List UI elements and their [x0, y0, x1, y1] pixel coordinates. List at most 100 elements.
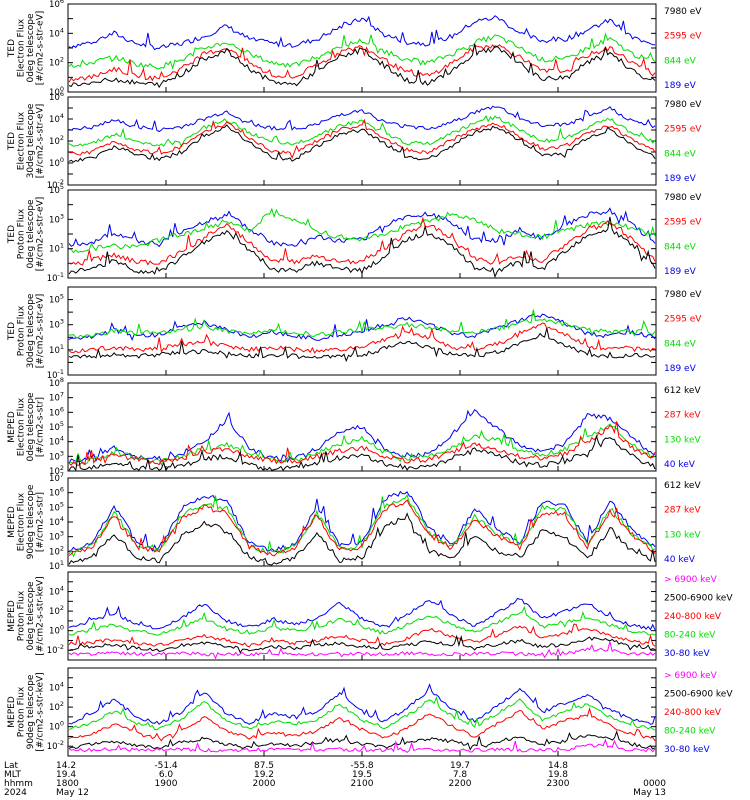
y-axis-label-line: [#/cm2-s-str]: [36, 397, 46, 457]
y-tick-exponent: 3: [60, 449, 64, 457]
y-axis-label-line: 0deg telescope: [26, 581, 36, 651]
legend-entry: 7980 eV: [664, 100, 702, 110]
y-tick-exponent: 6: [60, 486, 64, 494]
series-line: [68, 328, 656, 363]
y-tick-exponent: -2: [58, 643, 64, 651]
y-axis-label-line: TED: [7, 132, 17, 151]
x-tick-hhmm: 2000: [253, 779, 276, 789]
panel-2: 10-2 100 102 104 106 TED Electron Flux 30deg te…: [7, 90, 702, 191]
y-axis-label-line: 0deg telescope: [26, 199, 36, 269]
x-tick-mlt: 19.4: [56, 770, 76, 780]
y-tick-exponent: 1: [60, 242, 64, 250]
y-tick-label: 106: [49, 405, 64, 418]
y-tick-label: 10-1: [47, 271, 64, 284]
y-axis-label-line: Proton Flux: [17, 590, 27, 641]
series-line: [68, 216, 656, 279]
y-axis-label-line: Proton Flux: [17, 305, 27, 356]
y-tick-label: 104: [49, 585, 64, 598]
x-tick-hhmm: 0000: [643, 779, 666, 789]
panel-4: 10-1 101 103 105 TED Proton Flux 30deg telesco…: [7, 286, 702, 381]
x-tick-hhmm: 2100: [351, 779, 374, 789]
y-tick-label: 103: [49, 318, 64, 331]
x-tick-hhmm: 1900: [155, 779, 178, 789]
y-axis-label-line: TED: [7, 39, 17, 58]
y-tick-label: 102: [49, 464, 64, 477]
y-tick-exponent: 7: [60, 391, 64, 399]
y-tick-label: 102: [49, 544, 64, 557]
y-tick-label: 100: [49, 720, 64, 733]
legend-entry: 7980 eV: [664, 193, 702, 203]
y-tick-exponent: 2: [60, 464, 64, 472]
y-tick-exponent: 4: [60, 26, 64, 34]
panel-frame: [67, 477, 657, 567]
series-line: [68, 490, 656, 553]
y-tick-label: 104: [49, 435, 64, 448]
legend-entry: 189 eV: [664, 81, 697, 91]
series-line: [68, 605, 656, 636]
y-axis-label-line: TED: [7, 225, 17, 244]
y-tick-label: 103: [49, 212, 64, 225]
x-tick-lat: -55.8: [350, 761, 374, 771]
y-tick-label: 103: [49, 449, 64, 462]
legend-entry: 30-80 keV: [664, 649, 710, 659]
legend-entry: 40 keV: [664, 460, 696, 470]
x-tick-mlt: 7.8: [453, 770, 468, 780]
y-tick-exponent: 6: [60, 405, 64, 413]
x-tick-mlt: 19.8: [548, 770, 568, 780]
y-axis-label-line: [#/cm2-s-str-eV]: [36, 104, 46, 179]
y-tick-exponent: -2: [58, 739, 64, 747]
y-tick-exponent: 0: [60, 85, 64, 93]
legend-entry: 130 keV: [664, 435, 701, 445]
y-tick-label: 102: [49, 56, 64, 69]
y-tick-exponent: 2: [60, 604, 64, 612]
y-tick-exponent: 6: [60, 0, 64, 5]
y-tick-label: 105: [49, 183, 64, 196]
y-tick-exponent: 5: [60, 183, 64, 191]
legend-entry: 612 keV: [664, 481, 701, 491]
y-tick-exponent: 0: [60, 720, 64, 728]
y-tick-label: 104: [49, 112, 64, 125]
y-tick-label: 103: [49, 530, 64, 543]
y-tick-exponent: 5: [60, 500, 64, 508]
x-tick-date: May 13: [633, 788, 666, 798]
y-tick-exponent: 5: [60, 420, 64, 428]
y-tick-exponent: 5: [60, 293, 64, 301]
series-line: [68, 313, 656, 342]
panel-frame: [67, 667, 657, 757]
legend-entry: 287 keV: [664, 506, 701, 516]
series-line: [68, 32, 656, 71]
y-axis-label-line: 30deg telescope: [26, 293, 36, 368]
legend-entry: 40 keV: [664, 555, 696, 565]
y-tick-label: 101: [49, 559, 64, 572]
legend-entry: 612 keV: [664, 386, 701, 396]
series-line: [68, 15, 655, 51]
legend-entry: 189 eV: [664, 267, 697, 277]
y-tick-exponent: 4: [60, 681, 64, 689]
x-tick-hhmm: 1800: [56, 779, 79, 789]
series-line: [68, 423, 656, 466]
series-line: [68, 207, 656, 248]
series-line: [68, 421, 656, 467]
y-axis-label-line: [#/cm2-s-str-keV]: [36, 576, 46, 655]
y-tick-label: 101: [49, 343, 64, 356]
legend-entry: 2500-6900 keV: [664, 594, 733, 604]
y-tick-exponent: 4: [60, 585, 64, 593]
series-line: [68, 493, 656, 558]
y-tick-exponent: 1: [60, 559, 64, 567]
legend-entry: 287 keV: [664, 411, 701, 421]
y-tick-label: 10-2: [47, 643, 64, 656]
series-line: [68, 207, 656, 254]
y-axis-label-line: [#/cm2-s-str-keV]: [36, 672, 46, 751]
x-row-label: Lat: [4, 761, 19, 771]
y-tick-exponent: 1: [60, 343, 64, 351]
y-tick-exponent: -1: [58, 271, 64, 279]
legend-entry: > 6900 keV: [664, 575, 718, 585]
y-tick-exponent: 3: [60, 212, 64, 220]
series-line: [68, 434, 656, 472]
y-axis-label-line: 0deg telescope: [26, 13, 36, 83]
y-tick-label: 104: [49, 515, 64, 528]
y-axis-label-line: Electron Flux: [17, 111, 27, 170]
legend-entry: 30-80 keV: [664, 745, 710, 755]
x-tick-lat: 14.8: [548, 761, 568, 771]
legend-entry: 844 eV: [664, 339, 697, 349]
